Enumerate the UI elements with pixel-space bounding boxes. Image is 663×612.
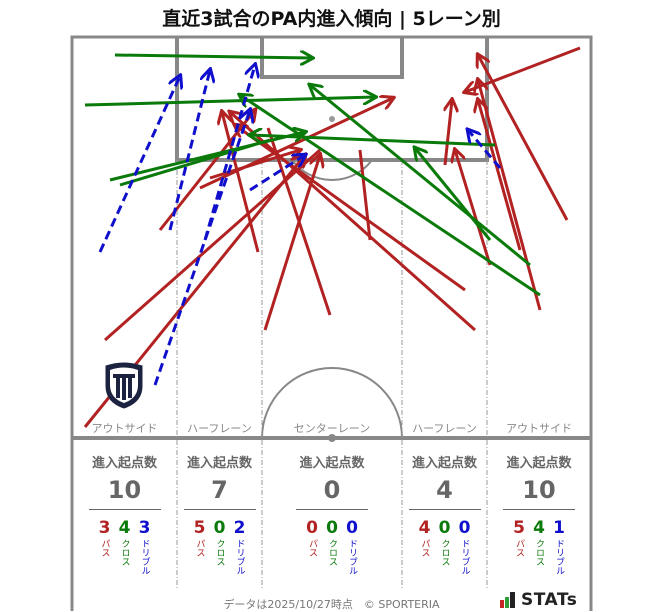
lane-label-left-outside: アウトサイド: [91, 422, 158, 435]
lane-label-right-outside: アウトサイド: [506, 422, 572, 435]
lane-label-center: センターレーン: [293, 422, 371, 435]
dribble-label: ドリブル: [234, 539, 245, 575]
dribble-label: ドリブル: [347, 539, 357, 575]
dribble-arrows: [98, 65, 502, 386]
stat-heading: 進入起点数: [186, 456, 252, 471]
pitch-lines: [70, 35, 593, 611]
stat-heading: 進入起点数: [411, 456, 477, 471]
cross-count: 0: [326, 518, 338, 538]
brand-name: STATs: [521, 590, 578, 610]
pass-label: パス: [194, 539, 205, 557]
cross-count: 4: [533, 518, 545, 538]
dribble-label: ドリブル: [459, 539, 470, 575]
stat-heading: 進入起点数: [91, 456, 157, 471]
pass-count: 4: [418, 518, 431, 538]
pass-label: パス: [514, 539, 524, 557]
dribble-label: ドリブル: [554, 539, 564, 575]
cross-label: クロス: [119, 539, 130, 566]
team-crest-icon: [105, 362, 143, 409]
lane-label-right-half: ハーフレーン: [412, 422, 477, 435]
divider: [296, 509, 368, 510]
stats-logo-icon: [500, 592, 515, 608]
chart-title: 直近3試合のPA内進入傾向 | 5レーン別: [162, 8, 501, 30]
dribble-count: 3: [138, 518, 151, 538]
cross-label: クロス: [534, 539, 544, 566]
lane-stats-left-half: 進入起点数 7 5 パス 0 クロス 2 ドリブル: [177, 452, 262, 575]
stat-total: 0: [323, 476, 341, 504]
cross-label: クロス: [327, 539, 337, 566]
dribble-count: 2: [233, 518, 246, 538]
dribble-count: 0: [346, 518, 358, 538]
stats-brand: STATs: [500, 590, 577, 610]
divider: [183, 509, 256, 510]
cross-count: 0: [213, 518, 226, 538]
cross-arrows: [84, 55, 541, 297]
stat-total: 10: [107, 476, 142, 504]
cross-count: 0: [438, 518, 451, 538]
stat-heading: 進入起点数: [299, 456, 365, 471]
stat-total: 10: [522, 476, 556, 504]
lane-stats-right-outside: 進入起点数 10 5 パス 4 クロス 1 ドリブル: [487, 452, 591, 575]
divider: [408, 509, 481, 510]
lane-stats-left-outside: 進入起点数 10 3 パス 4 クロス 3 ドリブル: [72, 452, 177, 575]
divider: [503, 509, 575, 510]
stat-heading: 進入起点数: [506, 456, 572, 471]
lane-label-left-half: ハーフレーン: [187, 422, 252, 435]
pass-count: 3: [98, 518, 111, 538]
cross-count: 4: [118, 518, 131, 538]
pass-count: 5: [513, 518, 525, 538]
cross-label: クロス: [439, 539, 450, 566]
pass-count: 5: [193, 518, 206, 538]
dribble-count: 0: [458, 518, 471, 538]
dribble-label: ドリブル: [139, 539, 150, 575]
pass-label: パス: [99, 539, 110, 557]
pass-count: 0: [306, 518, 318, 538]
cross-label: クロス: [214, 539, 225, 566]
footer-note: データは2025/10/27時点 © SPORTERIA: [223, 598, 440, 611]
lane-stats-right-half: 進入起点数 4 4 パス 0 クロス 0 ドリブル: [402, 452, 487, 575]
dribble-count: 1: [553, 518, 565, 538]
pass-label: パス: [307, 539, 317, 557]
pass-label: パス: [419, 539, 430, 557]
stat-total: 4: [436, 476, 453, 504]
stat-total: 7: [211, 476, 228, 504]
divider: [88, 509, 161, 510]
lane-stats-center: 進入起点数 0 0 パス 0 クロス 0 ドリブル: [262, 452, 402, 575]
